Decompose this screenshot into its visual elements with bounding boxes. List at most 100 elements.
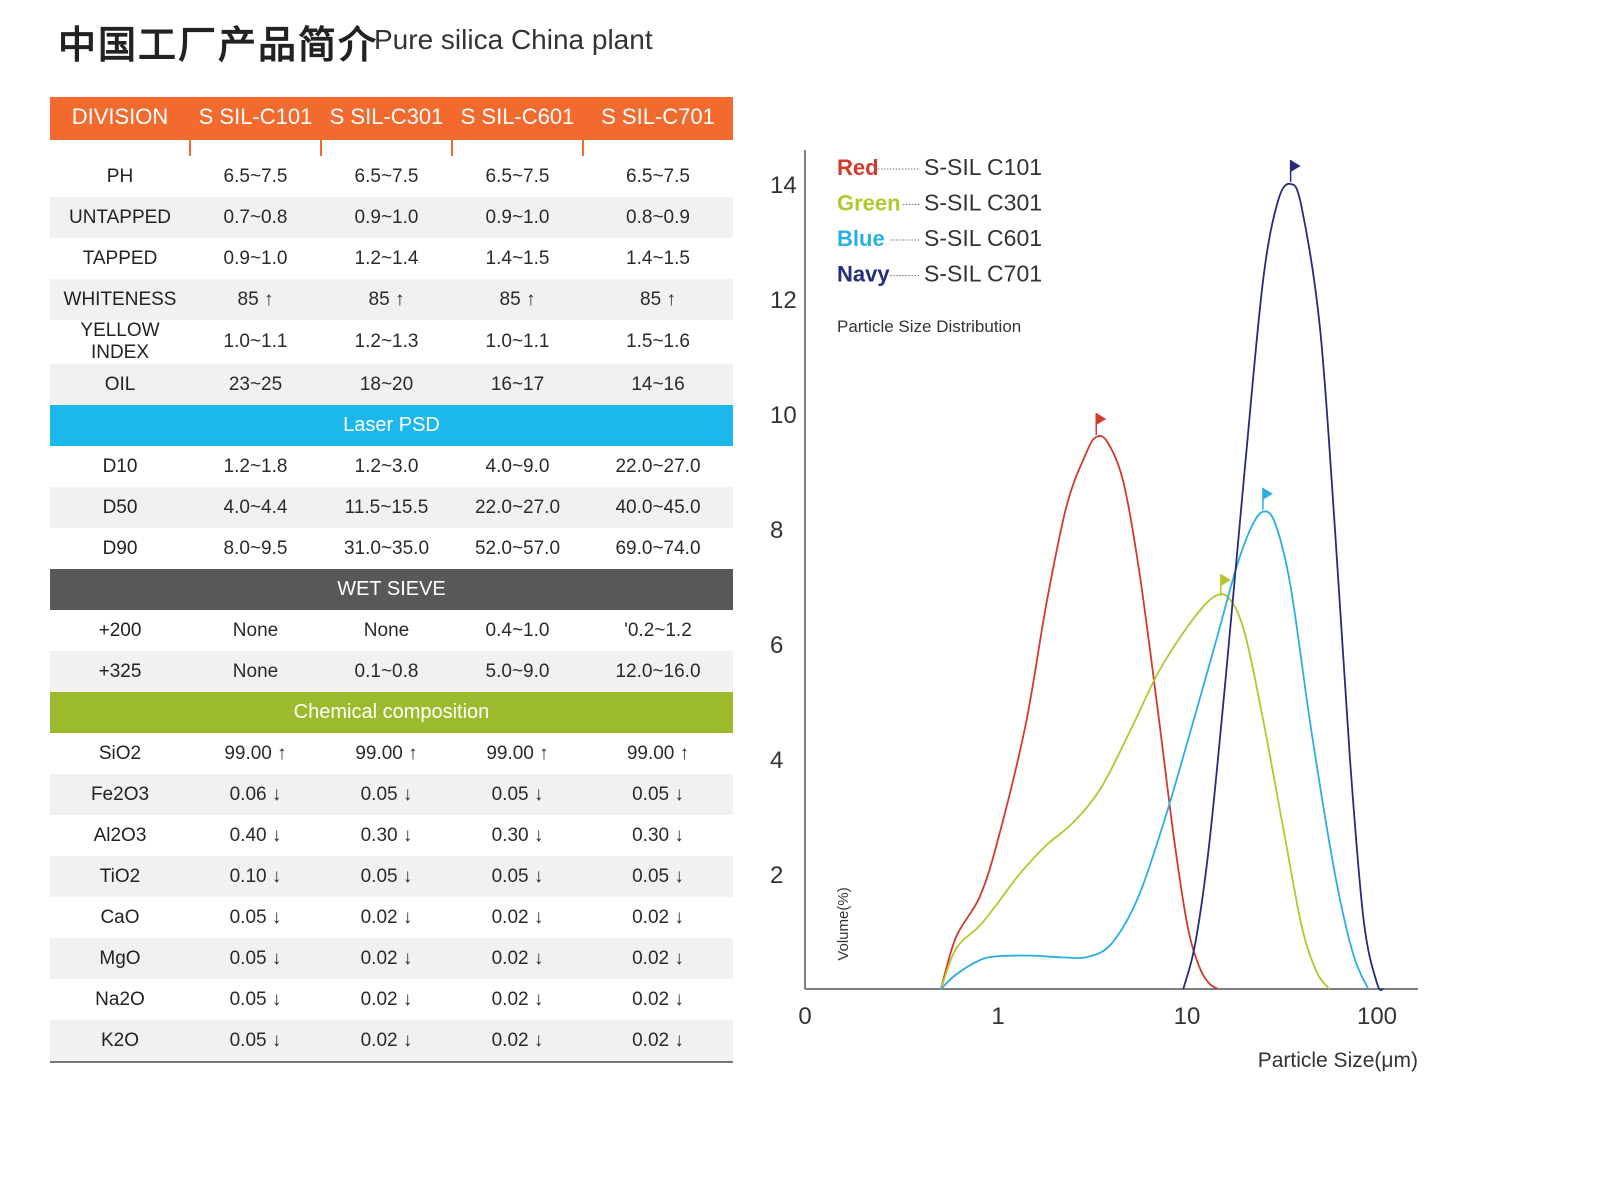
- table-row: YELLOW INDEX 1.0~1.1 1.2~1.3 1.0~1.1 1.5~1.6: [50, 320, 733, 364]
- table-row: MgO 0.05 ↓ 0.02 ↓ 0.02 ↓ 0.02 ↓: [50, 938, 733, 979]
- legend-color-word: Navy: [837, 262, 890, 287]
- table-cell: 1.4~1.5: [626, 247, 690, 269]
- y-tick-label: 10: [770, 402, 797, 429]
- table-cell: 0.05 ↓: [452, 774, 583, 815]
- row-label: Al2O3: [93, 824, 147, 846]
- legend-entry: Red S-SIL C101: [837, 154, 1042, 180]
- table-cell: 0.30 ↓: [632, 824, 684, 846]
- table-row: SiO2 99.00 ↑ 99.00 ↑ 99.00 ↑ 99.00 ↑: [50, 733, 733, 774]
- table-row: D50 4.0~4.4 11.5~15.5 22.0~27.0 40.0~45.0: [50, 487, 733, 528]
- table-cell: 12.0~16.0: [583, 651, 733, 692]
- table-cell: 1.4~1.5: [485, 247, 550, 269]
- table-cell: 85 ↑: [190, 279, 321, 320]
- row-label: OIL: [50, 364, 190, 405]
- series-line: [1182, 182, 1384, 991]
- row-label: WHITENESS: [50, 279, 190, 320]
- section-header-row: Chemical composition: [50, 692, 733, 733]
- row-label: PH: [106, 165, 134, 187]
- chart-subtitle: Particle Size Distribution: [837, 317, 1021, 336]
- table-cell: 0.02 ↓: [583, 1020, 733, 1063]
- table-row: +200 None None 0.4~1.0 '0.2~1.2: [50, 610, 733, 651]
- table-cell: 0.02 ↓: [491, 988, 544, 1010]
- legend-series-name: S-SIL C301: [924, 190, 1042, 216]
- table-cell: 99.00 ↑: [355, 742, 418, 764]
- legend-entry: Blue S-SIL C601: [837, 225, 1042, 251]
- table-cell: 0.02 ↓: [491, 906, 544, 928]
- table-row: +325 None 0.1~0.8 5.0~9.0 12.0~16.0: [50, 651, 733, 692]
- table-cell: 1.0~1.1: [223, 331, 288, 352]
- section-title: WET SIEVE: [50, 569, 733, 610]
- legend-color-word: Green: [837, 191, 901, 216]
- table-cell: 0.02 ↓: [632, 906, 684, 928]
- column-header: S SIL-C301: [321, 97, 452, 139]
- y-axis-label: Volume(%): [835, 887, 852, 960]
- table-cell: '0.2~1.2: [624, 619, 692, 641]
- table-cell: 0.05 ↓: [452, 856, 583, 897]
- page-title-english: Pure silica China plant: [374, 24, 653, 55]
- legend-series-name: S-SIL C601: [924, 225, 1042, 251]
- table-cell: 5.0~9.0: [452, 651, 583, 692]
- column-header: S SIL-C101: [190, 97, 321, 139]
- table-cell: 40.0~45.0: [583, 487, 733, 528]
- y-tick-label: 12: [770, 287, 797, 314]
- table-cell: 1.2~1.3: [354, 331, 419, 352]
- table-cell: 85 ↑: [583, 279, 733, 320]
- table-cell: 6.5~7.5: [354, 165, 419, 187]
- table-cell: 4.0~4.4: [190, 487, 321, 528]
- legend-color-word: Red: [837, 155, 879, 180]
- row-label: K2O: [50, 1020, 190, 1063]
- column-header: DIVISION: [50, 97, 190, 139]
- table-row: D10 1.2~1.8 1.2~3.0 4.0~9.0 22.0~27.0: [50, 446, 733, 487]
- series-line: [940, 593, 1331, 990]
- peak-flag-marker: [1220, 574, 1231, 596]
- table-cell: 0.06 ↓: [190, 774, 321, 815]
- peak-flag-marker: [1262, 487, 1273, 510]
- table-cell: 6.5~7.5: [223, 165, 288, 187]
- x-tick-label: 1: [991, 1003, 1004, 1030]
- column-header: S SIL-C701: [583, 97, 733, 139]
- specification-table: DIVISION S SIL-C101 S SIL-C301 S SIL-C60…: [50, 97, 733, 1063]
- table-row: WHITENESS 85 ↑ 85 ↑ 85 ↑ 85 ↑: [50, 279, 733, 320]
- table-cell: 0.9~1.0: [321, 197, 452, 238]
- table-cell: 85 ↑: [452, 279, 583, 320]
- table-cell: 0.8~0.9: [583, 197, 733, 238]
- row-label: +325: [50, 651, 190, 692]
- table-cell: 31.0~35.0: [343, 537, 430, 559]
- table-row: D90 8.0~9.5 31.0~35.0 52.0~57.0 69.0~74.0: [50, 528, 733, 569]
- table-cell: 0.7~0.8: [190, 197, 321, 238]
- table-cell: 0.02 ↓: [452, 938, 583, 979]
- table-cell: 14~16: [583, 364, 733, 405]
- y-tick-label: 14: [770, 172, 797, 199]
- table-cell: 0.10 ↓: [190, 856, 321, 897]
- table-cell: 0.02 ↓: [321, 938, 452, 979]
- table-row: PH 6.5~7.5 6.5~7.5 6.5~7.5 6.5~7.5: [50, 156, 733, 197]
- table-cell: None: [363, 619, 410, 641]
- series-line: [940, 510, 1370, 990]
- table-cell: 0.30 ↓: [360, 824, 413, 846]
- table-cell: 16~17: [452, 364, 583, 405]
- legend-color-word: Blue: [837, 226, 885, 251]
- table-cell: 0.05 ↓: [583, 856, 733, 897]
- table-cell: 0.9~1.0: [452, 197, 583, 238]
- table-cell: 69.0~74.0: [615, 537, 701, 559]
- table-cell: 1.2~1.4: [354, 247, 419, 269]
- row-label: D10: [102, 455, 138, 477]
- section-header-row: Laser PSD: [50, 405, 733, 446]
- y-tick-label: 8: [770, 517, 783, 544]
- table-header-row: DIVISION S SIL-C101 S SIL-C301 S SIL-C60…: [50, 97, 733, 139]
- table-cell: 0.02 ↓: [583, 938, 733, 979]
- section-title: Chemical composition: [50, 692, 733, 733]
- table-cell: 4.0~9.0: [485, 455, 550, 477]
- row-label: SiO2: [98, 742, 142, 764]
- table-cell: 0.02 ↓: [321, 1020, 452, 1063]
- table-cell: 0.02 ↓: [360, 988, 413, 1010]
- table-cell: None: [232, 619, 279, 641]
- table-cell: 0.05 ↓: [190, 938, 321, 979]
- table-cell: 52.0~57.0: [474, 537, 561, 559]
- x-axis-label: Particle Size(μm): [1258, 1049, 1418, 1072]
- table-cell: 0.30 ↓: [491, 824, 544, 846]
- legend-entry: Green S-SIL C301: [837, 190, 1042, 216]
- legend-series-name: S-SIL C101: [924, 154, 1042, 180]
- table-cell: 22.0~27.0: [615, 455, 701, 477]
- table-cell: 1.5~1.6: [626, 331, 690, 352]
